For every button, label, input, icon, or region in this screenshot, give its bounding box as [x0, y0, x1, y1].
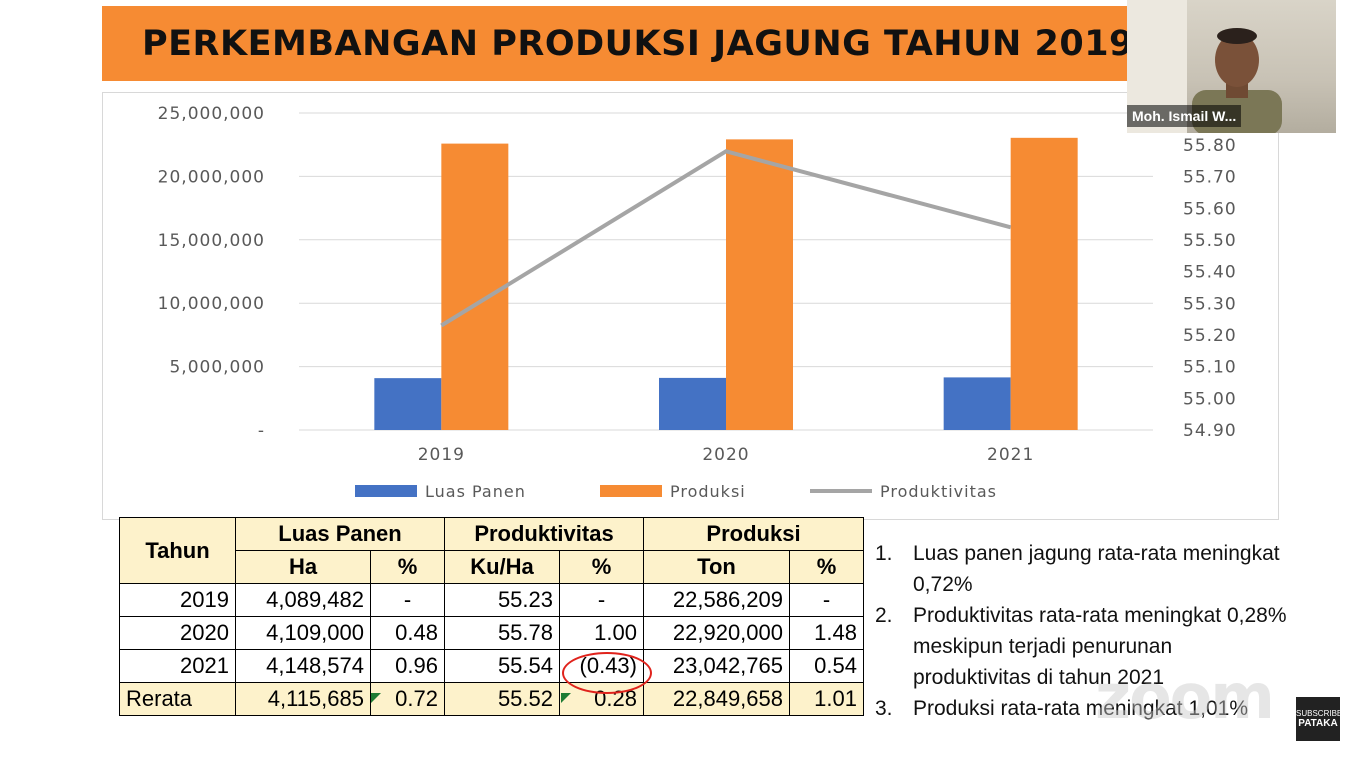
cell-flag-icon	[561, 693, 571, 703]
video-participant-tile[interactable]: Moh. Ismail W...	[1127, 0, 1336, 133]
bar-luas-panen	[943, 377, 1011, 430]
table-row: 2019 4,089,482 - 55.23 - 22,586,209 -	[119, 583, 864, 617]
cell-value: 1.48	[789, 616, 864, 650]
note-item: 1. Luas panen jagung rata-rata meningkat …	[875, 538, 1295, 600]
cell-value: 1.00	[559, 616, 644, 650]
slide-title-bar: PERKEMBANGAN PRODUKSI JAGUNG TAHUN 2019	[102, 6, 1278, 81]
participant-name: Moh. Ismail W...	[1127, 105, 1242, 127]
y-right-tick-label: 55.00	[1183, 389, 1237, 409]
cell-value: 0.48	[370, 616, 445, 650]
data-table: Tahun Luas Panen Produktivitas Produksi …	[119, 517, 864, 716]
subheader-ha: Ha	[235, 550, 371, 584]
header-luas-panen: Luas Panen	[235, 517, 445, 551]
subheader-ton: Ton	[643, 550, 790, 584]
x-tick-label: 2020	[702, 445, 749, 465]
cell-year: 2019	[119, 583, 236, 617]
y-left-tick-label: 5,000,000	[169, 358, 265, 378]
cell-value: -	[370, 583, 445, 617]
y-right-tick-label: 55.50	[1183, 231, 1237, 251]
line-produktivitas	[440, 149, 1012, 328]
legend-label: Luas Panen	[425, 482, 526, 501]
table-row: 2020 4,109,000 0.48 55.78 1.00 22,920,00…	[119, 616, 864, 650]
cell-value: 55.54	[444, 649, 560, 683]
note-number: 3.	[875, 697, 893, 720]
y-right-tick-label: 55.20	[1183, 326, 1237, 346]
table-subheader-row: Ha % Ku/Ha % Ton %	[120, 550, 864, 584]
y-right-tick-label: 55.30	[1183, 294, 1237, 314]
cell-value: 23,042,765	[643, 649, 790, 683]
bar-luas-panen	[659, 377, 726, 430]
y-right-tick-label: 55.10	[1183, 358, 1237, 378]
cell-value: 22,920,000	[643, 616, 790, 650]
cell-value: 4,109,000	[235, 616, 371, 650]
subheader-kuha: Ku/Ha	[444, 550, 560, 584]
header-produksi: Produksi	[643, 517, 864, 551]
y-left-tick-label: 20,000,000	[158, 167, 265, 187]
slide-title: PERKEMBANGAN PRODUKSI JAGUNG TAHUN 2019	[142, 24, 1134, 64]
table-header-row: Tahun Luas Panen Produktivitas Produksi	[119, 517, 864, 584]
subscribe-badge[interactable]: SUBSCRIBE PATAKA	[1296, 697, 1343, 741]
combo-chart: - 5,000,000 10,000,000 15,000,000 20,000,000…	[158, 104, 1237, 501]
subheader-pct: %	[559, 550, 644, 584]
cell-value: 4,148,574	[235, 649, 371, 683]
cell-value: 22,586,209	[643, 583, 790, 617]
y-left-tick-label: 25,000,000	[158, 104, 265, 124]
cell-year: 2020	[119, 616, 236, 650]
legend-swatch	[600, 485, 662, 497]
cell-value: 0.96	[370, 649, 445, 683]
cell-value: -	[789, 583, 864, 617]
bar-produksi	[1010, 137, 1078, 430]
cell-value: 4,115,685	[235, 682, 371, 716]
zoom-watermark: zoom	[1095, 660, 1275, 733]
cell-value: 22,849,658	[643, 682, 790, 716]
legend-label: Produktivitas	[880, 482, 997, 501]
table-row: 2021 4,148,574 0.96 55.54 (0.43) 23,042,…	[119, 649, 864, 683]
cell-value: 1.01	[789, 682, 864, 716]
table-average-row: Rerata 4,115,685 0.72 55.52 0.28 22,849,…	[119, 682, 864, 716]
notes-list: 1. Luas panen jagung rata-rata meningkat …	[875, 538, 1295, 724]
subheader-pct: %	[789, 550, 864, 584]
note-item: 3. Produksi rata-rata meningkat 1,01%	[875, 693, 1295, 724]
cell-year: 2021	[119, 649, 236, 683]
note-text: Produktivitas rata-rata meningkat 0,28% …	[913, 604, 1287, 689]
header-produktivitas: Produktivitas	[444, 517, 644, 551]
note-number: 2.	[875, 604, 893, 627]
bar-luas-panen	[374, 378, 442, 430]
legend-label: Produksi	[670, 482, 746, 501]
cell-label: Rerata	[119, 682, 236, 716]
cell-value: 0.54	[789, 649, 864, 683]
cell-value: 4,089,482	[235, 583, 371, 617]
subheader-pct: %	[370, 550, 445, 584]
x-tick-label: 2019	[418, 445, 465, 465]
cell-value: -	[559, 583, 644, 617]
badge-top-text: SUBSCRIBE	[1296, 709, 1343, 718]
x-tick-label: 2021	[987, 445, 1034, 465]
y-left-tick-label: 10,000,000	[158, 294, 265, 314]
cell-value: 55.23	[444, 583, 560, 617]
cell-value: 55.78	[444, 616, 560, 650]
y-right-tick-label: 54.90	[1183, 421, 1237, 441]
y-right-tick-label: 55.80	[1183, 136, 1237, 156]
bar-produksi	[441, 143, 509, 430]
y-right-tick-label: 55.70	[1183, 168, 1237, 188]
highlight-circle	[562, 652, 652, 694]
cell-value: 0.72	[370, 682, 445, 716]
header-tahun: Tahun	[119, 517, 236, 584]
note-text: Luas panen jagung rata-rata meningkat 0,…	[913, 542, 1280, 596]
badge-bottom-text: PATAKA	[1298, 718, 1338, 729]
bar-produksi	[726, 139, 793, 431]
note-text: Produksi rata-rata meningkat 1,01%	[913, 697, 1249, 720]
y-left-tick-label: -	[258, 421, 265, 441]
legend-swatch	[355, 485, 417, 497]
note-number: 1.	[875, 542, 893, 565]
y-right-tick-label: 55.40	[1183, 263, 1237, 283]
y-left-tick-label: 15,000,000	[158, 231, 265, 251]
note-item: 2. Produktivitas rata-rata meningkat 0,28…	[875, 600, 1295, 693]
cell-flag-icon	[371, 693, 381, 703]
y-right-tick-label: 55.60	[1183, 199, 1237, 219]
cell-value: 55.52	[444, 682, 560, 716]
chart-frame: - 5,000,000 10,000,000 15,000,000 20,000,000…	[102, 92, 1279, 520]
